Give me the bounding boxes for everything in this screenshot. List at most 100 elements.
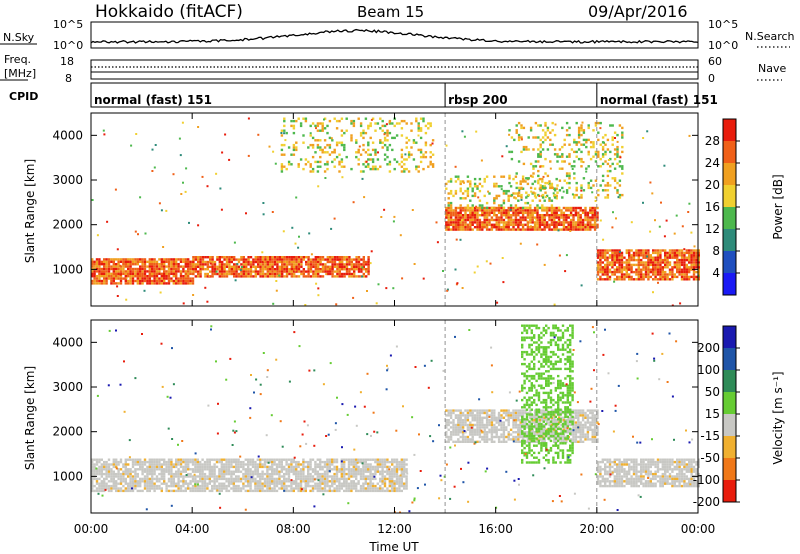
- heatmap-cell: [129, 270, 132, 273]
- heatmap-cell: [269, 256, 272, 259]
- heatmap-cell: [678, 249, 681, 252]
- heatmap-cell: [345, 482, 348, 485]
- heatmap-cell: [393, 136, 396, 140]
- heatmap-cell: [574, 228, 578, 231]
- heatmap-cell: [299, 477, 303, 481]
- heatmap-cell: [546, 126, 550, 130]
- heatmap-cell: [541, 218, 544, 222]
- heatmap-cell: [398, 468, 401, 471]
- heatmap-cell: [314, 484, 317, 488]
- heatmap-cell: [606, 138, 610, 142]
- heatmap-cell: [302, 472, 305, 476]
- heatmap-cell: [587, 153, 590, 156]
- heatmap-cell: [220, 484, 223, 488]
- heatmap-cell: [369, 262, 372, 265]
- heatmap-cell: [269, 265, 272, 268]
- heatmap-cell: [362, 272, 365, 276]
- heatmap-cell: [529, 209, 532, 212]
- heatmap-cell: [170, 472, 173, 476]
- heatmap-cell: [105, 487, 108, 490]
- heatmap-cell: [536, 218, 539, 222]
- heatmap-cell: [302, 268, 305, 271]
- heatmap-cell: [216, 265, 219, 268]
- heatmap-cell: [136, 468, 139, 471]
- heatmap-cell: [228, 260, 231, 264]
- heatmap-cell: [555, 226, 558, 229]
- heatmap-cell: [393, 480, 396, 483]
- heatmap-cell: [537, 155, 540, 158]
- heatmap-cell: [280, 468, 283, 471]
- heatmap-cell: [187, 484, 190, 488]
- heatmap-cell: [177, 475, 180, 478]
- heatmap-cell: [297, 265, 301, 268]
- heatmap-cell: [187, 475, 190, 478]
- heatmap-cell: [158, 279, 161, 283]
- heatmap-cell: [497, 440, 501, 443]
- heatmap-cell: [230, 475, 233, 478]
- heatmap-cell: [100, 480, 103, 483]
- heatmap-cell: [290, 119, 293, 123]
- heatmap-cell: [291, 226, 294, 229]
- heatmap-cell: [215, 172, 218, 175]
- heatmap-cell: [501, 155, 504, 158]
- heatmap-cell: [585, 170, 588, 173]
- heatmap-cell: [347, 470, 351, 473]
- heatmap-cell: [249, 272, 253, 276]
- heatmap-cell: [203, 480, 207, 483]
- heatmap-cell: [197, 224, 200, 227]
- heatmap-cell: [442, 270, 444, 272]
- heatmap-cell: [249, 275, 253, 278]
- heatmap-cell: [175, 282, 178, 285]
- heatmap-cell: [581, 228, 585, 231]
- heatmap-cell: [119, 487, 123, 490]
- heatmap-cell: [519, 421, 522, 424]
- heatmap-cell: [383, 470, 387, 473]
- heatmap-cell: [103, 468, 106, 471]
- heatmap-cell: [473, 192, 477, 195]
- heatmap-cell: [601, 179, 605, 182]
- heatmap-cell: [201, 470, 204, 473]
- heatmap-cell: [107, 263, 111, 266]
- heatmap-cell: [326, 258, 329, 261]
- heatmap-cell: [192, 270, 195, 273]
- heatmap-cell: [383, 131, 387, 135]
- heatmap-cell: [158, 265, 161, 268]
- heatmap-cell: [119, 270, 123, 273]
- heatmap-cell: [621, 126, 624, 130]
- heatmap-cell: [148, 270, 151, 273]
- heatmap-cell: [264, 263, 267, 266]
- heatmap-cell: [100, 279, 103, 283]
- heatmap-cell: [632, 263, 636, 267]
- heatmap-cell: [398, 460, 401, 464]
- heatmap-cell: [548, 182, 551, 186]
- heatmap-cell: [139, 275, 142, 278]
- heatmap-cell: [345, 155, 348, 159]
- heatmap-cell: [502, 199, 506, 202]
- heatmap-cell: [603, 141, 605, 144]
- heatmap-cell: [459, 180, 462, 183]
- heatmap-cell: [473, 185, 477, 188]
- heatmap-cell: [345, 270, 349, 273]
- heatmap-cell: [218, 472, 221, 476]
- heatmap-cell: [208, 465, 211, 469]
- heatmap-cell: [507, 419, 510, 422]
- heatmap-cell: [158, 465, 161, 469]
- heatmap-cell: [206, 185, 209, 188]
- heatmap-cell: [345, 129, 348, 132]
- heatmap-cell: [196, 468, 199, 471]
- heatmap-cell: [347, 465, 351, 469]
- heatmap-cell: [115, 480, 118, 483]
- heatmap-cell: [635, 258, 638, 262]
- heatmap-cell: [688, 278, 691, 281]
- heatmap-cell: [466, 175, 470, 178]
- heatmap-cell: [500, 214, 503, 217]
- heatmap-cell: [266, 482, 269, 485]
- heatmap-cell: [388, 465, 391, 469]
- heatmap-cell: [422, 153, 425, 156]
- heatmap-cell: [457, 228, 460, 231]
- heatmap-cell: [350, 482, 353, 485]
- heatmap-cell: [476, 409, 479, 412]
- heatmap-cell: [536, 243, 539, 246]
- heatmap-cell: [225, 265, 229, 268]
- heatmap-cell: [447, 192, 450, 195]
